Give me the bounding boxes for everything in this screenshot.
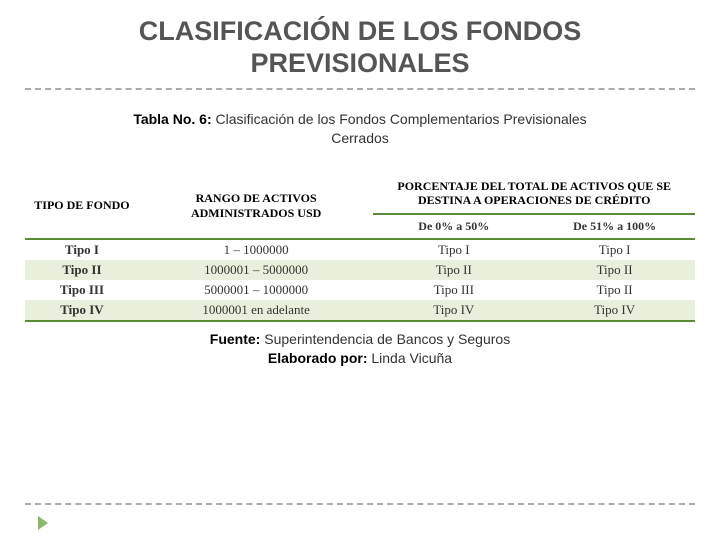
- cell-pct-a: Tipo I: [373, 239, 534, 260]
- table-body: Tipo I 1 – 1000000 Tipo I Tipo I Tipo II…: [25, 239, 695, 321]
- bottom-dashed-divider: [25, 503, 695, 505]
- header-rango: RANGO DE ACTIVOS ADMINISTRADOS USD: [139, 174, 374, 239]
- subheader-range-b: De 51% a 100%: [534, 214, 695, 239]
- caption-label: Tabla No. 6:: [133, 111, 211, 127]
- header-row-main: TIPO DE FONDO RANGO DE ACTIVOS ADMINISTR…: [25, 174, 695, 214]
- cell-pct-b: Tipo I: [534, 239, 695, 260]
- table-row: Tipo II 1000001 – 5000000 Tipo II Tipo I…: [25, 260, 695, 280]
- cell-rango: 5000001 – 1000000: [139, 280, 374, 300]
- header-tipo: TIPO DE FONDO: [25, 174, 139, 239]
- fuente-value: Superintendencia de Bancos y Seguros: [260, 331, 510, 347]
- subheader-range-a: De 0% a 50%: [373, 214, 534, 239]
- slide-container: CLASIFICACIÓN DE LOS FONDOS PREVISIONALE…: [0, 0, 720, 540]
- table-row: Tipo III 5000001 – 1000000 Tipo III Tipo…: [25, 280, 695, 300]
- table-caption: Tabla No. 6: Clasificación de los Fondos…: [25, 110, 695, 149]
- cell-tipo: Tipo III: [25, 280, 139, 300]
- source-elaborado: Elaborado por: Linda Vicuña: [25, 349, 695, 369]
- cell-pct-a: Tipo III: [373, 280, 534, 300]
- cell-pct-b: Tipo II: [534, 260, 695, 280]
- cell-pct-a: Tipo II: [373, 260, 534, 280]
- cell-rango: 1000001 en adelante: [139, 300, 374, 321]
- source-fuente: Fuente: Superintendencia de Bancos y Seg…: [25, 330, 695, 350]
- page-title: CLASIFICACIÓN DE LOS FONDOS PREVISIONALE…: [25, 15, 695, 80]
- source-block: Fuente: Superintendencia de Bancos y Seg…: [25, 330, 695, 369]
- cell-tipo: Tipo IV: [25, 300, 139, 321]
- cell-pct-b: Tipo IV: [534, 300, 695, 321]
- bullet-marker-icon: [38, 516, 48, 530]
- elaborado-label: Elaborado por:: [268, 350, 368, 366]
- cell-rango: 1 – 1000000: [139, 239, 374, 260]
- header-porcentaje: PORCENTAJE DEL TOTAL DE ACTIVOS QUE SE D…: [373, 174, 695, 214]
- cell-pct-a: Tipo IV: [373, 300, 534, 321]
- classification-table: TIPO DE FONDO RANGO DE ACTIVOS ADMINISTR…: [25, 174, 695, 322]
- fuente-label: Fuente:: [210, 331, 261, 347]
- cell-tipo: Tipo I: [25, 239, 139, 260]
- cell-tipo: Tipo II: [25, 260, 139, 280]
- table-row: Tipo IV 1000001 en adelante Tipo IV Tipo…: [25, 300, 695, 321]
- table-header: TIPO DE FONDO RANGO DE ACTIVOS ADMINISTR…: [25, 174, 695, 239]
- caption-text: Clasificación de los Fondos Complementar…: [212, 111, 587, 147]
- cell-pct-b: Tipo II: [534, 280, 695, 300]
- table-row: Tipo I 1 – 1000000 Tipo I Tipo I: [25, 239, 695, 260]
- cell-rango: 1000001 – 5000000: [139, 260, 374, 280]
- top-dashed-divider: [25, 88, 695, 90]
- elaborado-value: Linda Vicuña: [367, 350, 452, 366]
